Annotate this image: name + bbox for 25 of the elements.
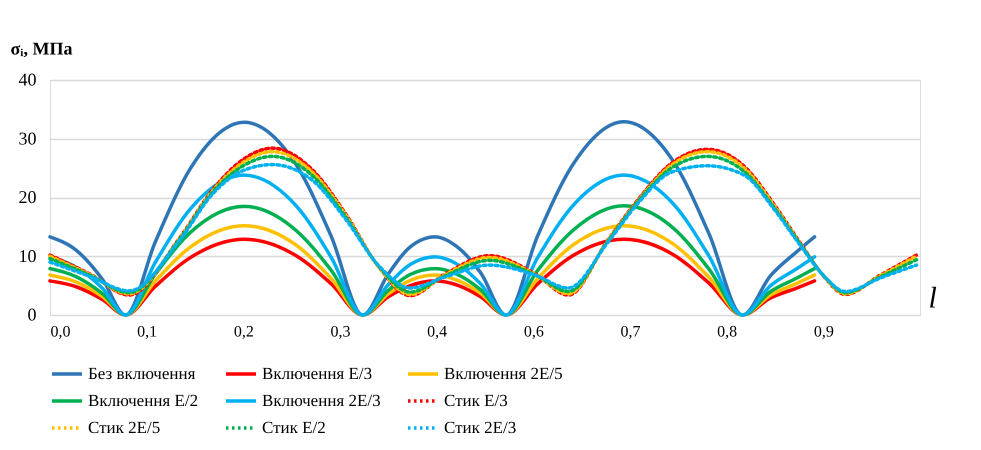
x-tick-label: 0,0	[50, 324, 70, 340]
y-tick-label: 20	[18, 187, 36, 207]
legend-label: Стик E/2	[262, 418, 326, 437]
y-tick-label: 10	[18, 246, 36, 266]
legend-label: Включення 2E/3	[262, 391, 381, 410]
x-tick-label: 0,2	[234, 324, 254, 340]
y-tick-label: 40	[18, 70, 36, 90]
legend-label: Включення 2E/5	[444, 364, 563, 383]
y-axis-title: σᵢ, МПа	[10, 38, 72, 58]
x-tick-label: 0,9	[814, 324, 834, 340]
x-tick-label: 0,7	[620, 324, 640, 340]
legend-label: Стик 2E/5	[88, 418, 160, 437]
legend-label: Стик E/3	[444, 391, 508, 410]
y-tick-label: 0	[28, 304, 36, 324]
legend-label: Включення E/2	[88, 391, 198, 410]
x-tick-label: 0,8	[717, 324, 738, 340]
y-tick-label: 30	[18, 128, 36, 148]
x-tick-label: 0,1	[137, 324, 158, 340]
x-tick-label: 0,3	[330, 324, 350, 340]
x-tick-label: 0,4	[427, 324, 448, 340]
x-axis-title: l	[928, 282, 937, 314]
legend-label: Без включення	[88, 364, 196, 383]
legend-label: Стик 2E/3	[444, 418, 516, 437]
legend-label: Включення E/3	[262, 364, 372, 383]
x-tick-label: 0,6	[524, 324, 544, 340]
